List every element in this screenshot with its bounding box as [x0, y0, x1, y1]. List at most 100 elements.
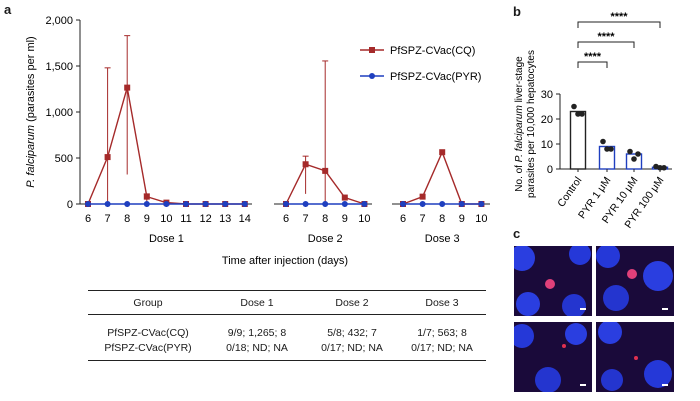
data-point-cq	[302, 161, 309, 168]
data-point-cq	[322, 167, 329, 174]
x-tick-label: 7	[303, 213, 309, 225]
x-tick-label: 10	[160, 213, 172, 225]
data-point-pyr	[222, 201, 229, 207]
replicate-point	[604, 146, 610, 152]
table-cell: PfSPZ-CVac(PYR)	[104, 342, 192, 354]
data-point-cq	[341, 194, 348, 201]
data-point-pyr	[478, 201, 485, 207]
y-tick-label: 30	[541, 89, 553, 101]
x-tick-label: 6	[85, 213, 91, 225]
data-point-pyr	[241, 201, 248, 207]
parasite-marker	[545, 279, 555, 289]
table-cell: 9/9; 1,265; 8	[227, 327, 287, 339]
data-point-pyr	[439, 201, 446, 207]
replicate-point	[627, 148, 633, 155]
data-point-pyr	[183, 201, 189, 207]
y-axis-label-line1: No. of P. falciparum liver-stage	[514, 56, 525, 192]
significance-label: ****	[610, 11, 628, 23]
x-tick-label: 6	[400, 213, 406, 225]
dose-group-label: Dose 1	[149, 233, 184, 245]
scale-bar	[662, 308, 668, 310]
x-tick-label: 12	[199, 213, 211, 225]
x-tick-label: 9	[459, 213, 465, 225]
header-dose-2: Dose 2	[335, 297, 369, 309]
micrograph-bottom-right	[596, 322, 674, 392]
scale-bar	[580, 384, 586, 386]
micrograph-top-right	[596, 246, 674, 316]
data-point-pyr	[163, 201, 170, 207]
table-cell: 0/18; ND; NA	[226, 342, 288, 354]
x-tick-label: 7	[105, 213, 111, 225]
legend-label: PfSPZ-CVac(CQ)	[390, 45, 475, 57]
x-tick-label: 7	[420, 213, 426, 225]
data-point-pyr	[361, 201, 368, 207]
data-point-pyr	[143, 201, 150, 207]
x-tick-label: 10	[475, 213, 487, 225]
chart-b: 0 10 20 30 No. of P. falciparum liver-stage p…	[514, 11, 672, 231]
table-mid-rule	[88, 314, 486, 315]
micrograph-grid	[514, 246, 676, 394]
table-row: PfSPZ-CVac(CQ) 9/9; 1,265; 8 5/8; 432; 7…	[88, 315, 486, 339]
x-tick-label: 9	[144, 213, 150, 225]
legend-marker	[369, 73, 375, 79]
significance-bracket	[577, 21, 661, 28]
x-tick-label: 8	[439, 213, 445, 225]
y-tick-label: 1,500	[45, 61, 73, 73]
data-point-pyr	[283, 201, 289, 207]
summary-table: Group Dose 1 Dose 2 Dose 3 PfSPZ-CVac(CQ…	[88, 290, 486, 361]
data-point-pyr	[322, 201, 329, 207]
scale-bar	[580, 308, 586, 310]
bar	[569, 110, 587, 170]
data-point-cq	[419, 193, 426, 200]
replicate-point	[579, 111, 585, 117]
parasite-marker	[562, 344, 566, 348]
data-point-pyr	[400, 201, 406, 207]
data-point-pyr	[202, 201, 209, 207]
replicate-point	[661, 164, 667, 171]
parasite-marker	[634, 356, 638, 360]
parasite-marker	[627, 269, 637, 279]
table-top-rule	[88, 290, 486, 291]
series-line-cq	[87, 87, 245, 205]
data-point-pyr	[302, 201, 309, 207]
table-row: PfSPZ-CVac(PYR) 0/18; ND; NA 0/17; ND; N…	[88, 339, 486, 360]
replicate-point	[571, 103, 577, 110]
panel-label-a: a	[4, 2, 12, 17]
significance-label: ****	[584, 51, 602, 63]
table-cell: PfSPZ-CVac(CQ)	[107, 327, 189, 339]
dose-group-label: Dose 2	[308, 233, 343, 245]
header-dose-3: Dose 3	[425, 297, 459, 309]
data-point-cq	[124, 84, 131, 91]
micrograph-bottom-left	[514, 322, 592, 392]
y-tick-label: 1,000	[45, 107, 73, 119]
table-cell: 5/8; 432; 7	[327, 327, 377, 339]
data-point-pyr	[124, 201, 131, 207]
data-point-cq	[439, 149, 446, 156]
data-point-pyr	[458, 201, 465, 207]
replicate-point	[600, 138, 606, 145]
x-axis-label: Time after injection (days)	[222, 255, 348, 267]
x-tick-label: 9	[342, 213, 348, 225]
dose-group-label: Dose 3	[425, 233, 460, 245]
series-line-cq	[402, 150, 482, 205]
y-tick-label: 20	[541, 114, 553, 126]
chart-a: 0 500 1,000 1,500 2,000 P. falciparum (parasi…	[25, 15, 490, 267]
x-tick-label: 10	[358, 213, 370, 225]
replicate-point	[657, 164, 663, 171]
significance-bracket	[577, 61, 608, 68]
y-axis-label-line2: parasites per 10,000 hepatocytes	[526, 50, 537, 198]
y-tick-label: 500	[55, 153, 73, 165]
table-header-row: Group Dose 1 Dose 2 Dose 3	[88, 291, 486, 314]
data-point-pyr	[104, 201, 111, 207]
x-tick-label: 6	[283, 213, 289, 225]
replicate-point	[631, 156, 637, 162]
panel-label-c: c	[513, 226, 521, 241]
header-group: Group	[133, 297, 163, 309]
table-cell: 0/17; ND; NA	[411, 342, 473, 354]
x-tick-label: 8	[124, 213, 130, 225]
replicate-point	[608, 146, 614, 152]
x-tick-label: 11	[180, 213, 191, 225]
y-tick-label: 10	[541, 139, 553, 151]
table-bottom-rule	[88, 360, 486, 361]
y-tick-label: 0	[67, 199, 73, 211]
